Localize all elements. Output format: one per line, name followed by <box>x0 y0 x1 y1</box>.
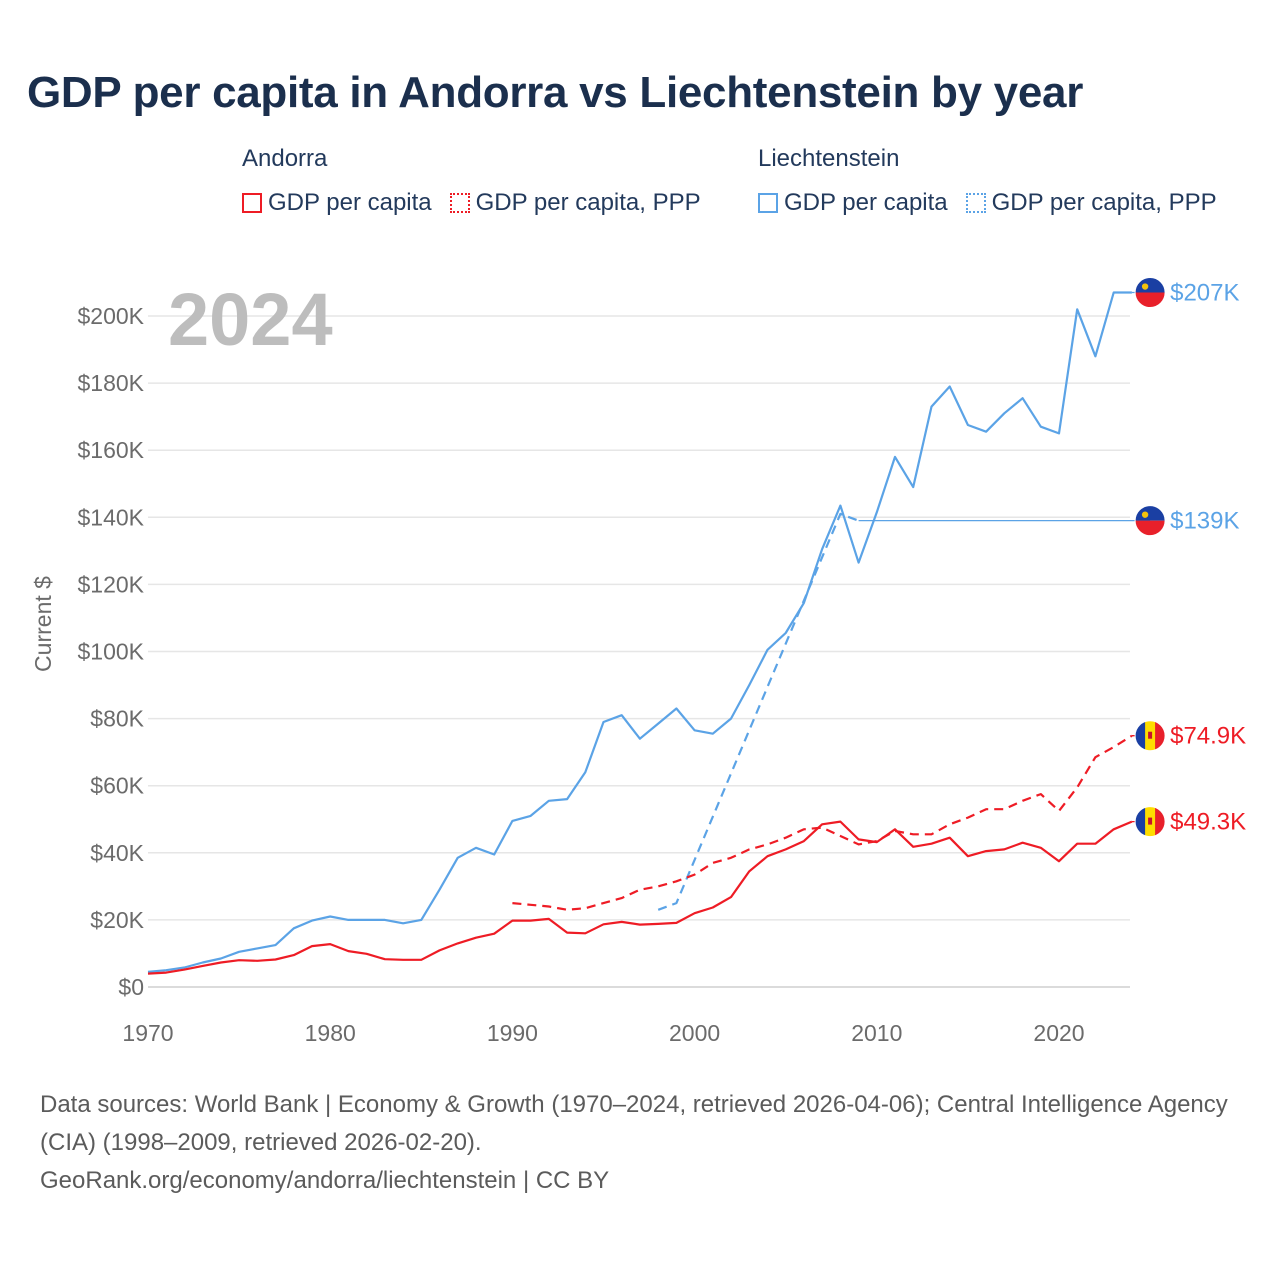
flag-emblem <box>1148 817 1153 825</box>
legend-label: GDP per capita <box>784 189 948 216</box>
y-axis: $0 $20K $40K $60K $80K $100K $120K $140K $160K $1… <box>77 303 144 1000</box>
legend-label: GDP per capita <box>268 189 432 216</box>
flag-emblem <box>1148 731 1153 739</box>
chart-title: GDP per capita in Andorra vs Liechtenste… <box>27 68 1084 117</box>
end-value-label: $207K <box>1170 280 1239 307</box>
y-tick-label: $200K <box>77 303 144 329</box>
liechtenstein-flag-icon <box>1134 277 1166 309</box>
series-line-1 <box>657 512 859 911</box>
y-tick-label: $60K <box>90 773 144 799</box>
legend-swatch-solid <box>758 193 778 213</box>
flag-ring <box>1134 277 1166 309</box>
footer: Data sources: World Bank | Economy & Gro… <box>40 1086 1250 1200</box>
y-tick-label: $40K <box>90 840 144 866</box>
x-tick-label: 1970 <box>122 1020 173 1046</box>
year-watermark: 2024 <box>168 278 333 361</box>
line-chart: $0 $20K $40K $60K $80K $100K $120K $140K $160K $1… <box>30 277 1246 1046</box>
x-tick-label: 1990 <box>487 1020 538 1046</box>
y-tick-label: $80K <box>90 706 144 732</box>
end-value-label: $74.9K <box>1170 723 1246 750</box>
andorra-flag-icon <box>1134 806 1166 838</box>
end-value-label: $49.3K <box>1170 809 1246 836</box>
flag-ring <box>1134 720 1166 752</box>
andorra-flag-icon <box>1134 720 1166 752</box>
flag-blue-band <box>1135 807 1146 836</box>
x-tick-label: 2010 <box>851 1020 902 1046</box>
flag-blue-half <box>1135 505 1166 521</box>
series-line-2 <box>512 734 1133 911</box>
y-tick-label: $100K <box>77 639 144 665</box>
legend-andorra: Andorra GDP per capita GDP per capita, P… <box>242 145 719 217</box>
flag-blue-half <box>1135 277 1166 293</box>
legend-item-andorra-ppp[interactable]: GDP per capita, PPP <box>449 189 701 217</box>
series-lines <box>147 291 1133 975</box>
legend-label: GDP per capita, PPP <box>991 189 1217 216</box>
legend-liechtenstein: Liechtenstein GDP per capita GDP per cap… <box>758 145 1235 217</box>
y-tick-label: $140K <box>77 504 144 530</box>
legend-swatch-solid <box>242 193 262 213</box>
flag-blue-band <box>1135 721 1146 750</box>
flag-red-half <box>1135 520 1166 536</box>
flag-crown <box>1141 511 1149 518</box>
end-value-label: $139K <box>1170 508 1239 535</box>
flag-red-band <box>1155 721 1165 750</box>
flag-red-half <box>1135 292 1166 308</box>
y-tick-label: $120K <box>77 571 144 597</box>
series-line-0 <box>147 291 1132 973</box>
series-line-3 <box>147 820 1133 975</box>
legend-item-andorra-gdp[interactable]: GDP per capita <box>242 189 432 217</box>
data-sources: Data sources: World Bank | Economy & Gro… <box>40 1091 1228 1156</box>
legend-label: GDP per capita, PPP <box>475 189 701 216</box>
x-tick-label: 1980 <box>305 1020 356 1046</box>
x-tick-label: 2000 <box>669 1020 720 1046</box>
y-axis-title: Current $ <box>30 576 56 672</box>
legend-group-label-andorra: Andorra <box>242 145 328 172</box>
flag-ring <box>1134 505 1166 537</box>
x-axis: 1970 1980 1990 2000 2010 2020 <box>122 1020 1084 1046</box>
legend-group-label-liechtenstein: Liechtenstein <box>758 145 900 172</box>
end-labels: $207K $139K $74.9K $49.3K <box>858 277 1246 838</box>
y-tick-label: $20K <box>90 907 144 933</box>
attribution-link[interactable]: GeoRank.org/economy/andorra/liechtenstei… <box>40 1167 610 1194</box>
gridlines <box>148 315 1130 988</box>
y-tick-label: $180K <box>77 370 144 396</box>
x-tick-label: 2020 <box>1033 1020 1084 1046</box>
legend-swatch-dotted <box>965 193 986 213</box>
legend-item-liechtenstein-gdp[interactable]: GDP per capita <box>758 189 948 217</box>
liechtenstein-flag-icon <box>1134 505 1166 537</box>
flag-red-band <box>1155 807 1165 836</box>
flag-ring <box>1134 806 1166 838</box>
y-tick-label: $0 <box>118 974 144 1000</box>
flag-crown <box>1141 283 1149 290</box>
legend-swatch-dotted <box>449 193 470 213</box>
y-tick-label: $160K <box>77 437 144 463</box>
legend-item-liechtenstein-ppp[interactable]: GDP per capita, PPP <box>965 189 1217 217</box>
